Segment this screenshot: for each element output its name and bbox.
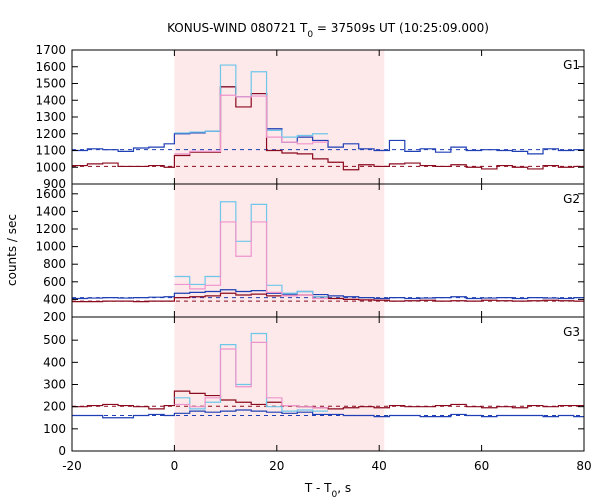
y-tick-label: 1600	[35, 187, 66, 201]
panel-label: G3	[563, 325, 580, 339]
burst-interval-band	[174, 50, 385, 451]
series-blue-solid-g3	[72, 409, 584, 419]
y-axis-label: counts / sec	[5, 214, 19, 286]
y-tick-label: 800	[43, 257, 66, 271]
y-tick-label: 0	[58, 444, 66, 458]
x-tick-label: 0	[171, 459, 179, 473]
x-tick-label: 20	[269, 459, 284, 473]
series-pink-light-g2	[174, 221, 328, 300]
series-pink-light-g3	[174, 341, 328, 409]
x-tick-label: 80	[576, 459, 591, 473]
y-tick-label: 1400	[35, 204, 66, 218]
y-tick-label: 1500	[35, 77, 66, 91]
series-red-solid-g1	[72, 86, 584, 171]
panel-label: G2	[563, 192, 580, 206]
plot-frame	[71, 49, 585, 452]
y-tick-label: 1000	[35, 160, 66, 174]
y-tick-label: 400	[43, 292, 66, 306]
y-tick-label: 400	[43, 355, 66, 369]
y-tick-label: 100	[43, 422, 66, 436]
y-tick-label: 1200	[35, 222, 66, 236]
series-blue-solid-g2	[72, 289, 584, 300]
y-tick-label: 1600	[35, 60, 66, 74]
y-tick-label: 1400	[35, 93, 66, 107]
panel-g2: 200 400 600 800 1000 1200 1400 1600 G2	[35, 184, 585, 324]
y-tick-label: 900	[43, 177, 66, 191]
y-tick-label: 600	[43, 275, 66, 289]
y-tick-label: 500	[43, 333, 66, 347]
y-tick-label: 200	[43, 400, 66, 414]
x-tick-label: -20	[62, 459, 82, 473]
panel-g1: 900 1000 1100 1200 1300 1400 1500 1600 1700 G1	[35, 43, 585, 191]
series-cyan-light-g1	[174, 64, 328, 138]
y-tick-label: 1200	[35, 127, 66, 141]
series-blue-solid-g1	[72, 86, 584, 155]
y-tick-label: 1700	[35, 43, 66, 57]
x-axis-label: T - T0, s	[304, 481, 351, 500]
panel-g3: 0 100 200 300 400 500 G3	[43, 317, 585, 458]
y-tick-label: 1300	[35, 110, 66, 124]
y-tick-label: 200	[43, 310, 66, 324]
y-tick-label: 1100	[35, 144, 66, 158]
plot-layer: 90010001100120013001400150016001700G1200…	[35, 43, 591, 473]
series-pink-light-g1	[174, 94, 328, 155]
x-tick-label: 60	[474, 459, 489, 473]
panel-label: G1	[563, 58, 580, 72]
x-tick-label: 40	[372, 459, 387, 473]
y-tick-label: 1000	[35, 240, 66, 254]
series-red-solid-g2	[72, 292, 584, 303]
y-tick-label: 300	[43, 378, 66, 392]
chart-title: KONUS-WIND 080721 T0 = 37509s UT (10:25:…	[167, 21, 489, 40]
